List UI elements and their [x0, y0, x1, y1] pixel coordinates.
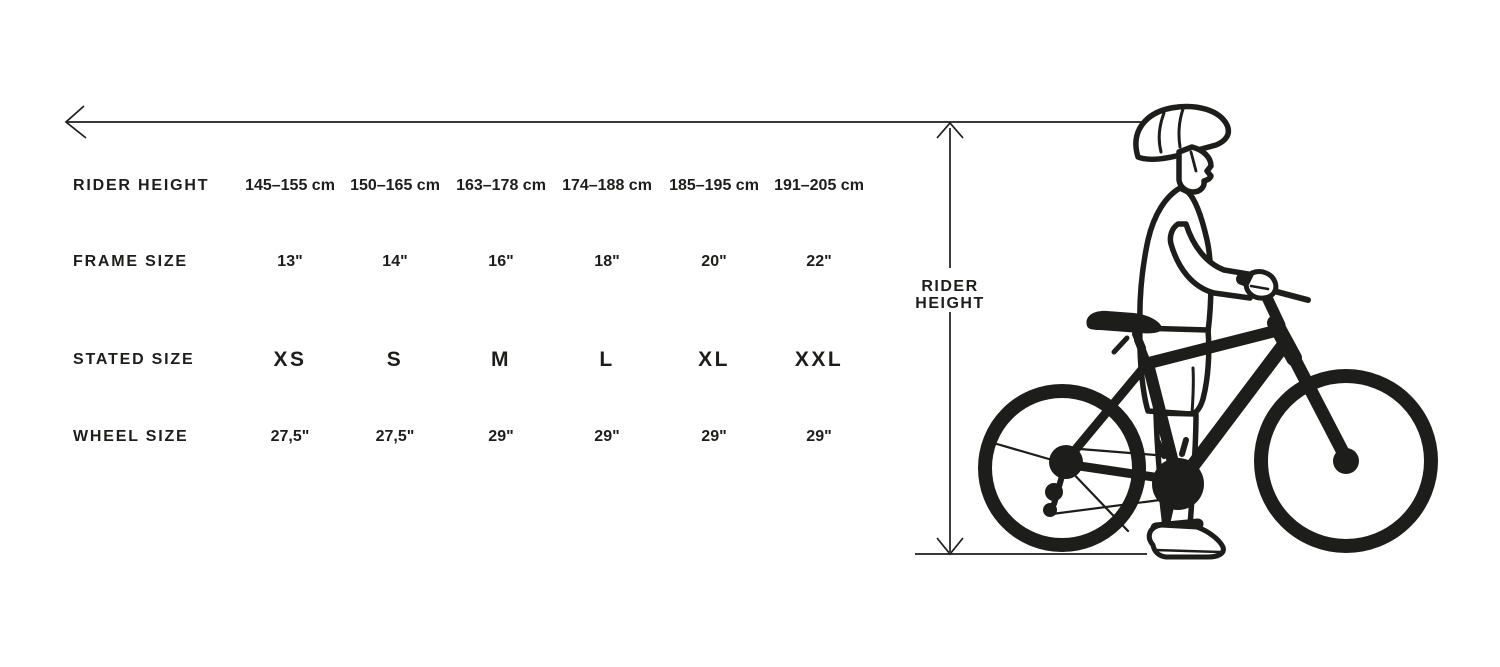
size-cell: XXL — [794, 348, 844, 371]
measure-label-line1: RIDER — [921, 278, 979, 295]
seatstay — [1061, 361, 1150, 466]
saddle — [1086, 310, 1162, 334]
size-cell: 145–155 cm — [245, 177, 335, 194]
chainring-teeth — [1155, 437, 1189, 459]
size-cell: 27,5" — [270, 428, 310, 445]
size-cell: 14" — [382, 253, 408, 270]
helmet-strap — [1189, 150, 1198, 173]
measure-lines — [64, 105, 1147, 556]
size-cell: 27,5" — [375, 428, 415, 445]
size-cell: XL — [698, 348, 730, 371]
size-cell: XS — [273, 348, 307, 371]
table-row-rider-height: RIDER HEIGHT 145–155 cm 150–165 cm 163–1… — [0, 175, 1500, 197]
top-tube — [1139, 324, 1285, 370]
crank — [1152, 458, 1204, 510]
rear-wheel — [978, 384, 1146, 552]
row-label: FRAME SIZE — [73, 253, 188, 270]
down-tube — [1175, 335, 1293, 487]
size-cell: 29" — [806, 428, 832, 445]
saddle-qr-lever — [1111, 335, 1130, 355]
size-cell: 29" — [701, 428, 727, 445]
size-cell: 16" — [488, 253, 514, 270]
size-cell: L — [599, 348, 615, 371]
crank-arm — [1161, 482, 1179, 527]
row-label: WHEEL SIZE — [73, 428, 189, 445]
helmet-vents — [1157, 107, 1185, 154]
table-row-frame-size: FRAME SIZE 13" 14" 16" 18" 20" 22" — [0, 251, 1500, 273]
size-cell: 185–195 cm — [669, 177, 759, 194]
table-row-stated-size: STATED SIZE XS S M L XL XXL — [0, 345, 1500, 375]
bicycle-graphic — [978, 273, 1438, 553]
size-cell: 20" — [701, 253, 727, 270]
size-cell: M — [491, 348, 511, 371]
saddle-clamp — [1132, 330, 1146, 352]
rider-hand — [1243, 269, 1279, 301]
hand-finger-line — [1249, 284, 1270, 291]
table-row-wheel-size: WHEEL SIZE 27,5" 27,5" 29" 29" 29" 29" — [0, 426, 1500, 448]
shoe-sole-line — [1153, 548, 1222, 554]
rider-front-graphic — [1146, 269, 1279, 560]
rider-shoe — [1146, 522, 1226, 560]
left-arrowhead-icon — [64, 105, 87, 139]
size-cell: 29" — [488, 428, 514, 445]
size-cell: 18" — [594, 253, 620, 270]
size-cell: 22" — [806, 253, 832, 270]
size-cell: 13" — [277, 253, 303, 270]
row-label: STATED SIZE — [73, 351, 195, 368]
size-cell: 191–205 cm — [774, 177, 864, 194]
rider-arm — [1167, 221, 1257, 301]
size-cell: 150–165 cm — [350, 177, 440, 194]
fork — [1287, 351, 1354, 467]
rider-shorts-seam — [1190, 366, 1195, 416]
up-arrowhead-icon — [936, 121, 964, 139]
measure-label-line2: HEIGHT — [915, 295, 985, 312]
size-cell: 163–178 cm — [456, 177, 546, 194]
size-cell: 174–188 cm — [562, 177, 652, 194]
rider-height-measure-label: RIDER HEIGHT — [890, 278, 1010, 312]
row-label: RIDER HEIGHT — [73, 177, 210, 194]
size-cell: 29" — [594, 428, 620, 445]
size-cell: S — [386, 348, 404, 371]
front-wheel — [1254, 369, 1438, 553]
